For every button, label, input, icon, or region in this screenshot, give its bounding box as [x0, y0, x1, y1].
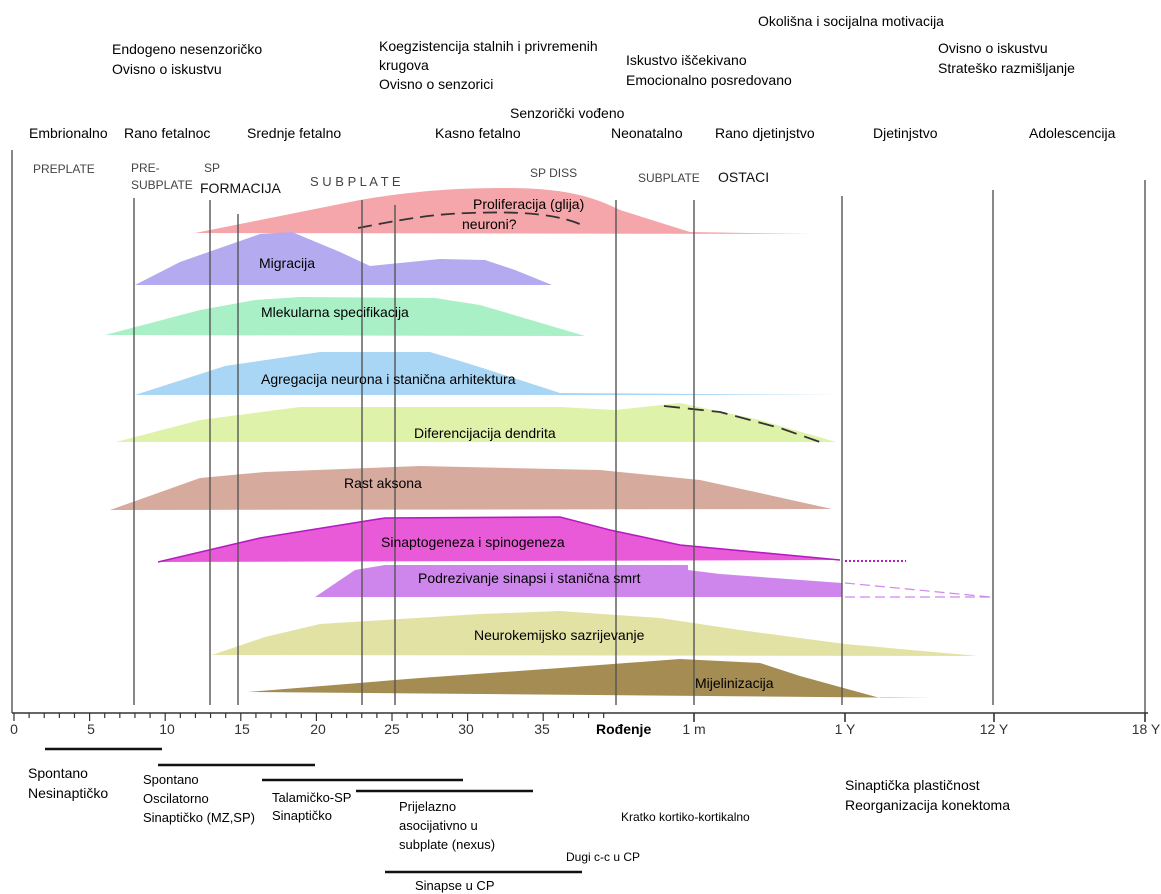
band-dendrite — [116, 403, 836, 442]
band-synaptogenesis — [158, 517, 840, 562]
tick-label-20: 20 — [310, 721, 326, 737]
tick-label-1y: 1 Y — [835, 721, 856, 737]
label-transient-2: asocijativno u — [399, 818, 478, 833]
stage-pre-subplate-1: PRE- — [131, 161, 160, 175]
axis-tick-labels: 0 5 10 15 20 25 30 35 1 m 1 Y 12 Y 18 Y — [10, 721, 1161, 737]
label-dendrite: Diferencijacija dendrita — [414, 425, 556, 441]
label-myelin: Mijelinizacija — [695, 675, 774, 691]
label-spontaneous-2: Nesinaptičko — [28, 785, 108, 801]
vertical-guides — [11, 150, 1146, 713]
note-emotional: Emocionalno posredovano — [626, 72, 792, 88]
synaptogenesis-upper-edge — [157, 516, 841, 563]
stage-subplate: S U B P L A T E — [310, 174, 401, 189]
label-neurochem: Neurokemijsko sazrijevanje — [474, 627, 645, 643]
label-long-cc: Dugi c-c u CP — [566, 850, 640, 864]
note-sensory: Senzorički vođeno — [510, 105, 625, 121]
label-oscillatory-1: Spontano — [143, 772, 199, 787]
period-early-fetal: Rano fetalnoc — [124, 125, 210, 141]
stage-preplate: PREPLATE — [33, 162, 95, 176]
period-embryonic: Embrionalno — [29, 125, 108, 141]
top-notes: Okolišna i socijalna motivacija Endogeno… — [112, 13, 1075, 121]
tick-label-35: 35 — [534, 721, 550, 737]
tick-label-1m: 1 m — [682, 721, 705, 737]
band-molecular — [105, 297, 585, 336]
label-migration: Migracija — [259, 255, 315, 271]
period-early-childhood: Rano djetinjstvo — [715, 125, 815, 141]
dendrite-dashed-line — [663, 405, 821, 443]
label-thalamo-2: Sinaptičko — [272, 808, 332, 823]
stage-sp-formation-1: SP — [204, 161, 220, 175]
neurons-dashed-line — [357, 211, 585, 229]
time-axis: 0 5 10 15 20 25 30 35 1 m 1 Y 12 Y 18 Y … — [10, 712, 1161, 737]
note-experience-dependent-2: Ovisno o iskustvu — [938, 40, 1048, 56]
process-labels: Proliferacija (glija) neuroni? Migracija… — [259, 196, 774, 691]
label-thalamo-1: Talamičko-SP — [272, 790, 351, 805]
label-plasticity-1: Sinaptička plastičnost — [845, 777, 980, 793]
activity-labels: Spontano Nesinaptičko Spontano Oscilator… — [28, 765, 1010, 893]
note-endogenous: Endogeno nesenzoričko — [112, 41, 262, 57]
label-transient-1: Prijelazno — [399, 799, 456, 814]
tick-label-25: 25 — [384, 721, 400, 737]
tick-label-30: 30 — [458, 721, 474, 737]
band-details — [157, 211, 991, 598]
period-neonatal: Neonatalno — [611, 125, 683, 141]
stage-subplate-remnants-2: OSTACI — [718, 169, 769, 185]
tick-label-18y: 18 Y — [1132, 721, 1161, 737]
band-neurochem — [212, 611, 978, 656]
band-migration — [135, 232, 552, 285]
period-labels: Embrionalno Rano fetalnoc Srednje fetaln… — [29, 125, 1116, 141]
band-proliferation — [195, 188, 810, 234]
label-oscillatory-3: Sinaptičko (MZ,SP) — [143, 810, 255, 825]
note-coexistence-3: Ovisno o senzorici — [379, 76, 493, 92]
label-aggregation: Agregacija neurona i stanična arhitektur… — [261, 371, 516, 387]
activity-bars — [45, 747, 582, 874]
label-pruning: Podrezivanje sinapsi i stanična smrt — [418, 570, 641, 586]
tick-label-15: 15 — [234, 721, 250, 737]
note-strategic: Strateško razmišljanje — [938, 60, 1075, 76]
band-pruning — [315, 565, 842, 597]
label-proliferation: Proliferacija (glija) — [473, 196, 584, 212]
tick-label-12y: 12 Y — [980, 721, 1009, 737]
axis-minor-ticks — [13, 713, 605, 721]
label-cp-synapses: Sinapse u CP — [415, 878, 495, 893]
stage-pre-subplate-2: SUBPLATE — [131, 178, 193, 192]
tick-label-5: 5 — [87, 721, 95, 737]
label-neurons: neuroni? — [462, 216, 517, 232]
period-childhood: Djetinjstvo — [873, 125, 938, 141]
note-coexistence-2: krugova — [379, 57, 429, 73]
period-adolescence: Adolescencija — [1029, 125, 1116, 141]
process-bands — [105, 188, 978, 698]
label-plasticity-2: Reorganizacija konektoma — [845, 797, 1010, 813]
band-axon — [110, 466, 832, 510]
tick-label-10: 10 — [159, 721, 175, 737]
axis-major-ticks — [693, 713, 1146, 722]
label-synaptogenesis: Sinaptogeneza i spinogeneza — [381, 534, 565, 550]
label-oscillatory-2: Oscilatorno — [143, 791, 209, 806]
label-spontaneous-1: Spontano — [28, 765, 88, 781]
label-axon: Rast aksona — [344, 475, 422, 491]
note-coexistence-1: Koegzistencija stalnih i privremenih — [379, 38, 598, 54]
subplate-stage-labels: PREPLATE PRE- SUBPLATE SP FORMACIJA S U … — [33, 161, 769, 196]
note-experience-dependent-1: Ovisno o iskustvu — [112, 61, 222, 77]
note-motivation: Okolišna i socijalna motivacija — [758, 13, 944, 29]
band-myelin — [248, 659, 932, 698]
period-late-fetal: Kasno fetalno — [435, 125, 521, 141]
stage-subplate-remnants-1: SUBPLATE — [638, 171, 700, 185]
period-mid-fetal: Srednje fetalno — [247, 125, 341, 141]
band-aggregation — [135, 352, 840, 395]
label-short-cortico: Kratko kortiko-kortikalno — [621, 810, 750, 824]
birth-label: Rođenje — [596, 721, 651, 737]
stage-sp-formation-2: FORMACIJA — [200, 180, 282, 196]
stage-sp-dissolution: SP DISS — [530, 166, 577, 180]
pruning-tail-top — [844, 582, 991, 598]
note-expectant: Iskustvo iščekivano — [626, 52, 747, 68]
label-transient-3: subplate (nexus) — [399, 837, 495, 852]
label-molecular: Mlekularna specifikacija — [261, 304, 409, 320]
tick-label-0: 0 — [10, 721, 18, 737]
